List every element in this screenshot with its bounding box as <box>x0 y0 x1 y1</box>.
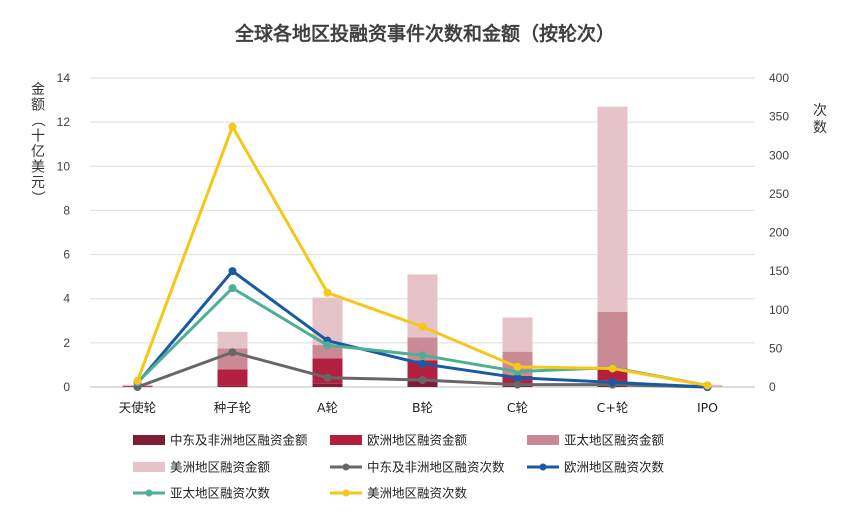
bar-segment <box>407 381 438 387</box>
y-axis-title-char: 金 <box>31 82 45 98</box>
y-axis-title-char: 额 <box>31 98 45 114</box>
legend-swatch <box>133 462 165 472</box>
bar-segment <box>597 106 628 312</box>
legend-item: 中东及非洲地区融资金额 <box>133 433 308 448</box>
data-point <box>418 351 427 360</box>
y2-tick-label: 300 <box>769 148 789 162</box>
y2-axis-title: 次数 <box>813 103 827 136</box>
y2-axis-title-char: 次 <box>813 103 827 119</box>
right-axis-ticks: 0 50 100 150 200 250 300 350 400 <box>769 71 789 394</box>
bar-segment <box>217 331 248 349</box>
legend-swatch-marker <box>539 463 547 471</box>
data-point <box>418 376 427 385</box>
y2-tick-label: 100 <box>769 303 789 317</box>
y-axis-title-char: 元 <box>31 175 45 191</box>
y2-tick-label: 0 <box>769 380 776 394</box>
data-point <box>228 122 237 131</box>
x-tick-label: B轮 <box>412 400 433 415</box>
bar-segment <box>597 311 628 369</box>
data-point <box>323 288 332 297</box>
bar-segment <box>312 345 343 359</box>
y-tick-label: 2 <box>63 336 70 350</box>
data-point <box>133 376 142 385</box>
bar-segment <box>502 317 533 352</box>
legend-item: 亚太地区融资金额 <box>527 433 665 448</box>
y2-tick-label: 50 <box>769 341 783 355</box>
y-axis-title-char: ） <box>29 191 45 205</box>
legend-swatch <box>330 435 362 445</box>
legend-swatch <box>527 435 559 445</box>
y2-tick-label: 250 <box>769 187 789 201</box>
legend-item: 亚太地区融资次数 <box>133 486 271 501</box>
y-tick-label: 12 <box>57 115 71 129</box>
legend-label: 亚太地区融资金额 <box>564 433 665 448</box>
y-axis-title-char: 十 <box>31 129 45 145</box>
data-point <box>228 348 237 357</box>
bar-segment <box>217 385 248 387</box>
legend-swatch <box>133 435 165 445</box>
x-tick-label: 种子轮 <box>214 400 252 415</box>
legend-item: 美洲地区融资金额 <box>133 460 271 475</box>
chart-title: 全球各地区投融资事件次数和金额（按轮次） <box>234 22 615 45</box>
bars <box>122 106 723 388</box>
data-point <box>513 362 522 371</box>
legend-item: 中东及非洲地区融资次数 <box>330 460 505 475</box>
legend-item: 欧洲地区融资次数 <box>527 460 665 475</box>
x-tick-label: C+轮 <box>597 400 629 415</box>
legend-label: 美洲地区融资金额 <box>170 460 271 475</box>
y-axis-title-char: 美 <box>31 160 45 176</box>
y2-axis-title-char: 数 <box>813 120 827 136</box>
y-tick-label: 14 <box>57 71 71 85</box>
data-point <box>608 364 617 373</box>
lines <box>133 122 712 391</box>
data-point <box>418 359 427 368</box>
y-axis-title-char: （ <box>29 113 45 127</box>
data-point <box>228 284 237 293</box>
category-labels: 天使轮 种子轮 A轮 B轮 C轮 C+轮 IPO <box>119 400 718 415</box>
y-axis-title-char: 亿 <box>31 144 45 160</box>
y2-tick-label: 150 <box>769 264 789 278</box>
legend-swatch-marker <box>342 489 350 497</box>
data-point <box>703 381 712 390</box>
y2-tick-label: 200 <box>769 226 789 240</box>
y-tick-label: 4 <box>63 292 70 306</box>
legend-item: 欧洲地区融资金额 <box>330 433 468 448</box>
legend-label: 亚太地区融资次数 <box>170 486 271 501</box>
legend-label: 欧洲地区融资次数 <box>564 460 665 475</box>
y2-tick-label: 350 <box>769 110 789 124</box>
data-point <box>228 267 237 276</box>
y-tick-label: 0 <box>63 380 70 394</box>
bar-segment <box>217 369 248 386</box>
legend-label: 欧洲地区融资金额 <box>367 433 468 448</box>
y-tick-label: 6 <box>63 248 70 262</box>
legend-label: 中东及非洲地区融资金额 <box>170 433 308 448</box>
data-point <box>513 380 522 389</box>
legend-label: 中东及非洲地区融资次数 <box>367 460 505 475</box>
x-tick-label: IPO <box>697 400 718 415</box>
data-point <box>323 373 332 382</box>
legend-swatch-marker <box>145 489 153 497</box>
x-tick-label: 天使轮 <box>119 400 157 415</box>
data-point <box>323 341 332 350</box>
data-point <box>608 378 617 387</box>
bar-segment <box>312 383 343 387</box>
legend-label: 美洲地区融资次数 <box>367 486 468 501</box>
y-tick-label: 8 <box>63 203 70 217</box>
y2-tick-label: 400 <box>769 71 789 85</box>
y-tick-label: 10 <box>57 159 71 173</box>
x-tick-label: C轮 <box>507 400 528 415</box>
legend-swatch-marker <box>342 463 350 471</box>
legend-item: 美洲地区融资次数 <box>330 486 468 501</box>
x-tick-label: A轮 <box>317 400 338 415</box>
data-point <box>418 322 427 331</box>
left-axis-ticks: 0 2 4 6 8 10 12 14 <box>57 71 71 394</box>
data-point <box>513 373 522 382</box>
